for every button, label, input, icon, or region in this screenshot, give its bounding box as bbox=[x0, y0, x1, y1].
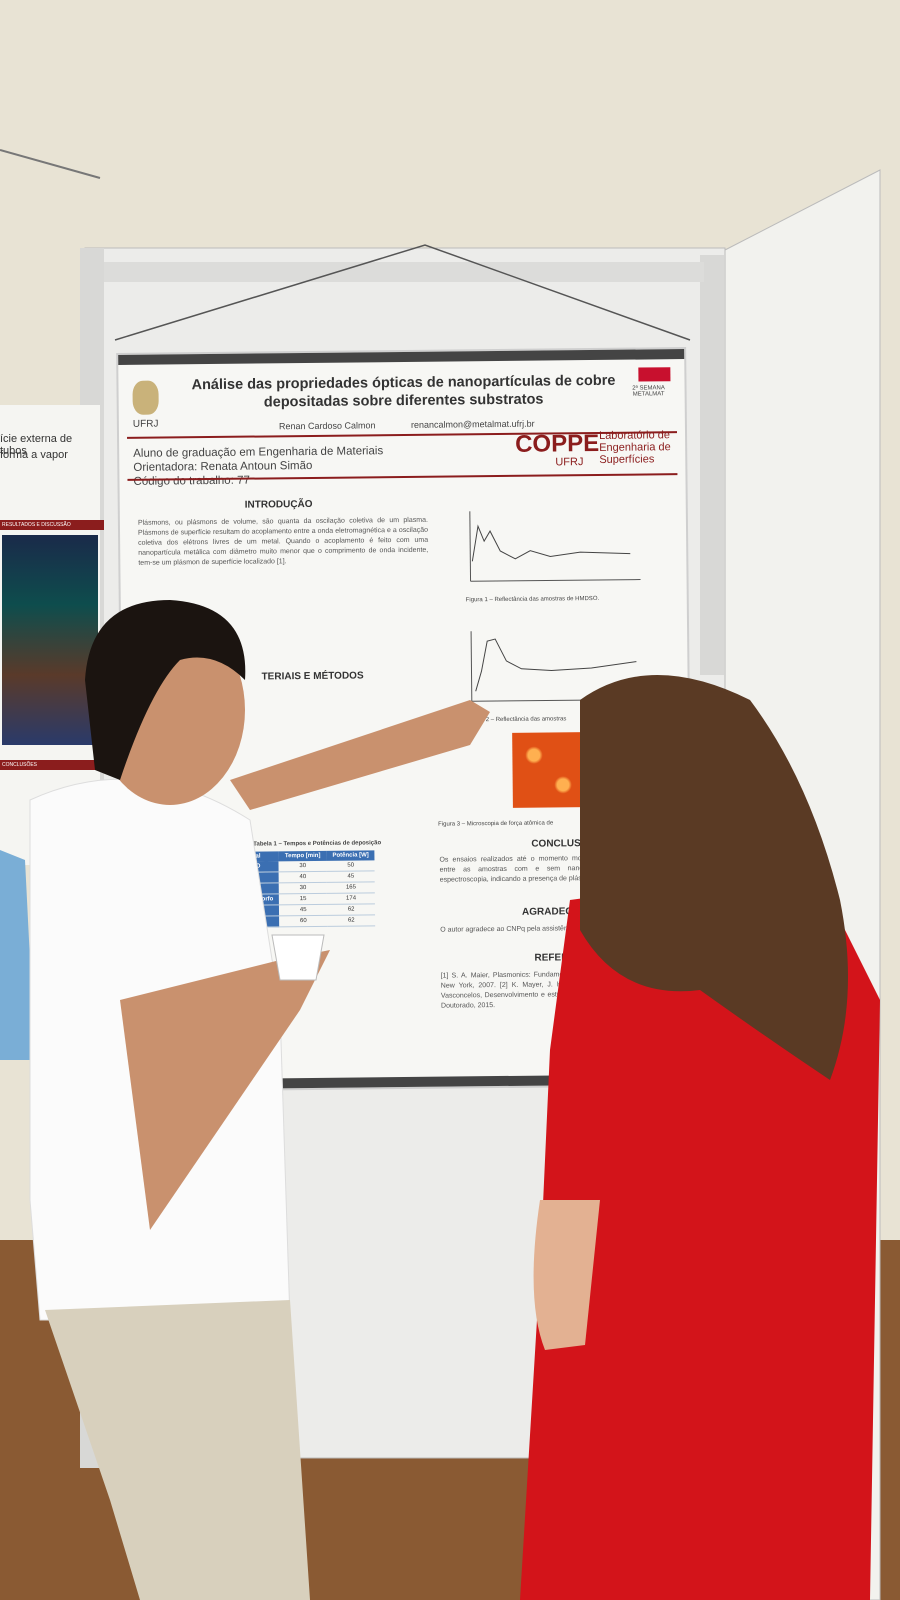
table-cell: 15 bbox=[279, 893, 327, 905]
section-heading: REFERÊNCIA bbox=[534, 951, 600, 964]
section-heading: CONCLUS bbox=[531, 838, 581, 850]
detail: Código do trabalho: 77 bbox=[133, 474, 250, 488]
details: Aluno de graduação em Engenharia de Mate… bbox=[133, 444, 383, 489]
table-cell: 174 bbox=[326, 892, 376, 905]
table-header-cell: Tempo [min] bbox=[278, 850, 327, 862]
section-text: Plásmons, ou plásmons de volume, são qua… bbox=[137, 516, 429, 567]
table-cell: HMDSO bbox=[219, 861, 280, 873]
poster: UFRJ Análise das propriedades ópticas de… bbox=[118, 349, 692, 1090]
coppe: COPPE bbox=[514, 429, 600, 458]
side-images bbox=[2, 535, 98, 745]
event-logo bbox=[638, 367, 671, 382]
afm-image bbox=[512, 732, 585, 808]
email: renancalmon@metalmat.ufrj.br bbox=[410, 418, 535, 430]
section-text: O autor agradece ao CNPq pela assistênci… bbox=[440, 924, 680, 934]
table-cell: 50 bbox=[326, 860, 375, 872]
table-cell: 30 bbox=[278, 860, 327, 872]
poster-title: Análise das propriedades ópticas de nano… bbox=[191, 372, 616, 411]
section-heading: TERIAIS E MÉTODOS bbox=[261, 670, 364, 683]
side-heading: RESULTADOS E DISCUSSÃO bbox=[0, 520, 104, 530]
logo-emblem bbox=[132, 380, 159, 415]
table-cell: 40 bbox=[279, 871, 327, 883]
table-cell: 45 bbox=[279, 904, 328, 916]
author: Renan Cardoso Calmon bbox=[278, 420, 376, 432]
table-cell bbox=[219, 882, 280, 895]
table-cell bbox=[219, 904, 280, 917]
side-poster: ície externa de tubos forma a vapor RESU… bbox=[0, 405, 104, 865]
side-text: forma a vapor bbox=[0, 449, 68, 461]
section-heading: INTRODUÇÃO bbox=[244, 498, 313, 511]
table-header-cell: Material bbox=[219, 851, 279, 862]
logo-text: UFRJ bbox=[132, 418, 159, 430]
side-heading: CONCLUSÕES bbox=[0, 760, 104, 770]
table-cell: 45 bbox=[326, 870, 376, 883]
table: Material Tempo [min] Potência [W] HMDSO 30 50… bbox=[219, 850, 376, 928]
table-cell bbox=[219, 871, 280, 884]
table-row: 60 62 bbox=[220, 914, 376, 928]
event-text: 2ª SEMANA METALMAT bbox=[632, 385, 665, 398]
section-text: [1] S. A. Maier, Plasmonics: Fundamental… bbox=[440, 970, 681, 1010]
table-header-cell: Potência [W] bbox=[326, 850, 375, 861]
detail: Aluno de graduação em Engenharia de Mate… bbox=[133, 445, 384, 460]
lab: Laboratório de Engenharia de Superfícies bbox=[598, 429, 671, 466]
section-text: Os ensaios realizados até o momento most… bbox=[439, 854, 680, 884]
coppe-sub: UFRJ bbox=[555, 456, 584, 469]
table-cell: 62 bbox=[327, 914, 376, 927]
figure-caption: Figura 3 – Microscopia de força atômica … bbox=[438, 820, 554, 828]
table-cell: 60 bbox=[279, 915, 328, 927]
figure-caption: Figura 2 – Reflectância das amostras bbox=[466, 716, 567, 724]
section-heading: AGRADECIMENTO bbox=[521, 905, 612, 918]
table-cell: Carbono Amorfo bbox=[219, 893, 280, 906]
table-caption: Tabela 1 – Tempos e Potências de deposiç… bbox=[253, 840, 382, 848]
table-cell: 165 bbox=[326, 881, 376, 894]
figure-plots bbox=[469, 511, 642, 702]
table-cell: 30 bbox=[279, 882, 327, 894]
table-cell bbox=[220, 915, 280, 928]
side-text: ície externa de tubos bbox=[0, 433, 73, 457]
table-cell: 62 bbox=[326, 903, 376, 916]
